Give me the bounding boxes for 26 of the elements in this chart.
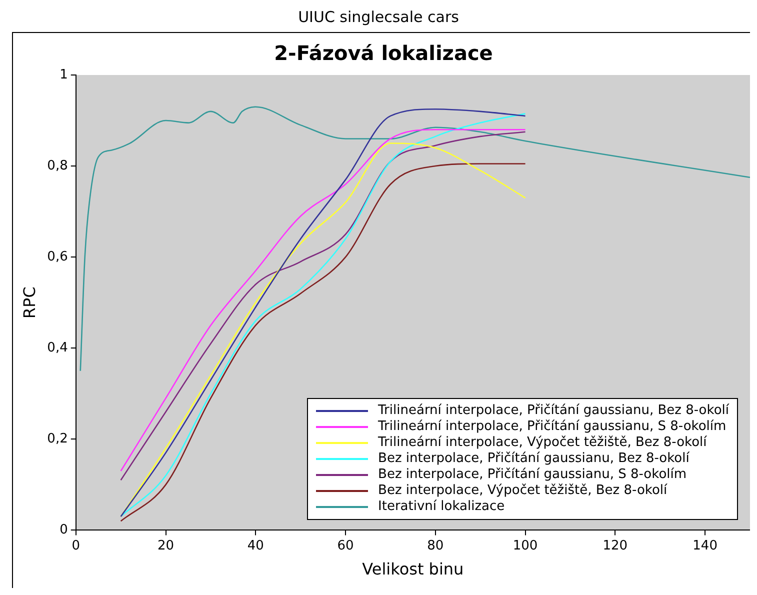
x-tick-label: 140: [692, 538, 718, 554]
x-tick-label: 120: [602, 538, 628, 554]
x-tick-label: 80: [427, 538, 444, 554]
legend-label: Bez interpolace, Přičítání gaussianu, S 8-okolím: [378, 467, 687, 483]
x-tick-label: 40: [247, 538, 264, 554]
chart-subtitle: 2-Fázová lokalizace: [274, 41, 493, 66]
y-tick-label: 0,6: [47, 249, 68, 264]
x-tick-label: 100: [512, 538, 538, 554]
line-series: [80, 106, 750, 372]
chart-title: UIUC singlecsale cars: [297, 8, 460, 28]
legend-label: Trilineární interpolace, Výpočet těžiště, Bez 8-okolí: [378, 435, 707, 451]
legend-label: Bez interpolace, Přičítání gaussianu, Bez 8-okolí: [378, 451, 690, 467]
legend-label: Trilineární interpolace, Přičítání gaussianu, S 8-okolím: [378, 419, 726, 435]
y-tick-label: 1: [60, 67, 68, 82]
legend-label: Trilineární interpolace, Přičítání gaussianu, Bez 8-okolí: [378, 403, 729, 419]
x-tick-label: 20: [157, 538, 174, 554]
x-tick-label: 60: [337, 538, 354, 554]
x-axis-title: Velikost binu: [362, 560, 464, 579]
y-tick-label: 0,4: [47, 340, 68, 356]
legend-label: Bez interpolace, Výpočet těžiště, Bez 8-okolí: [378, 483, 668, 499]
legend-label: Iterativní lokalizace: [378, 499, 505, 515]
y-tick-label: 0,8: [47, 158, 68, 174]
y-axis-title: RPC: [20, 286, 39, 319]
x-tick-label: 0: [72, 538, 80, 554]
y-tick-label: 0: [60, 522, 68, 538]
y-tick-label: 0,2: [47, 432, 68, 447]
